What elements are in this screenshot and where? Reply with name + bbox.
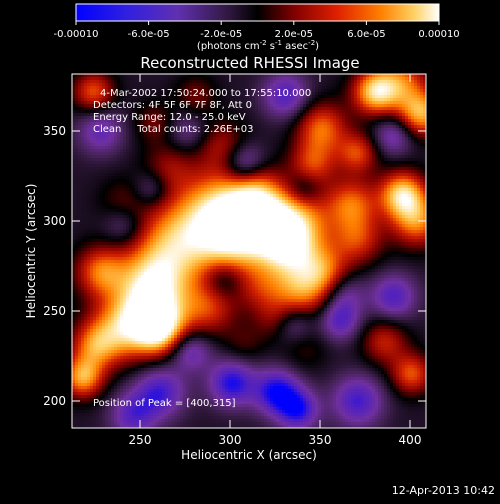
info-energy: Energy Range: 12.0 - 25.0 keV [93,112,246,123]
y-tick-label: 250 [43,304,66,318]
colorbar-tick-label: 6.0e-05 [347,29,385,40]
rhessi-image [72,74,426,428]
y-tick-label: 200 [43,394,66,408]
colorbar-gradient [75,3,440,22]
plot-frame [71,73,427,429]
y-tick-label: 300 [43,214,66,228]
x-tick-label: 350 [309,433,332,447]
colorbar-tick-label: -2.0e-05 [200,29,242,40]
x-tick-label: 400 [399,433,422,447]
colorbar-tick-label: -6.0e-05 [128,29,170,40]
image-info: 4-Mar-2002 17:50:24.000 to 17:55:10.000 … [93,88,311,409]
x-tick-label: 300 [219,433,242,447]
info-detectors: Detectors: 4F 5F 6F 7F 8F, Att 0 [93,100,252,111]
y-tick-label: 350 [43,124,66,138]
y-axis-label: Heliocentric Y (arcsec) [24,184,38,319]
x-tick-label: 250 [129,433,152,447]
colorbar: -0.00010 -6.0e-05 -2.0e-05 2.0e-05 6.0e-… [54,3,460,52]
axis-ticks [72,74,426,428]
colorbar-ticks [75,21,440,25]
info-time-range: 4-Mar-2002 17:50:24.000 to 17:55:10.000 [100,88,311,99]
colorbar-tick-label: 2.0e-05 [275,29,313,40]
colorbar-units: (photons cm-2 s-1 asec-2) [197,39,319,52]
colorbar-tick-label: 0.00010 [418,29,459,40]
footer-date: 12-Apr-2013 10:42 [392,484,495,497]
plot-title: Reconstructed RHESSI Image [140,54,359,72]
x-axis-label: Heliocentric X (arcsec) [181,448,317,462]
colorbar-tick-label: -0.00010 [54,29,99,40]
info-clean: Clean Total counts: 2.26E+03 [93,124,253,135]
info-peak: Position of Peak = [400,315] [93,398,236,409]
